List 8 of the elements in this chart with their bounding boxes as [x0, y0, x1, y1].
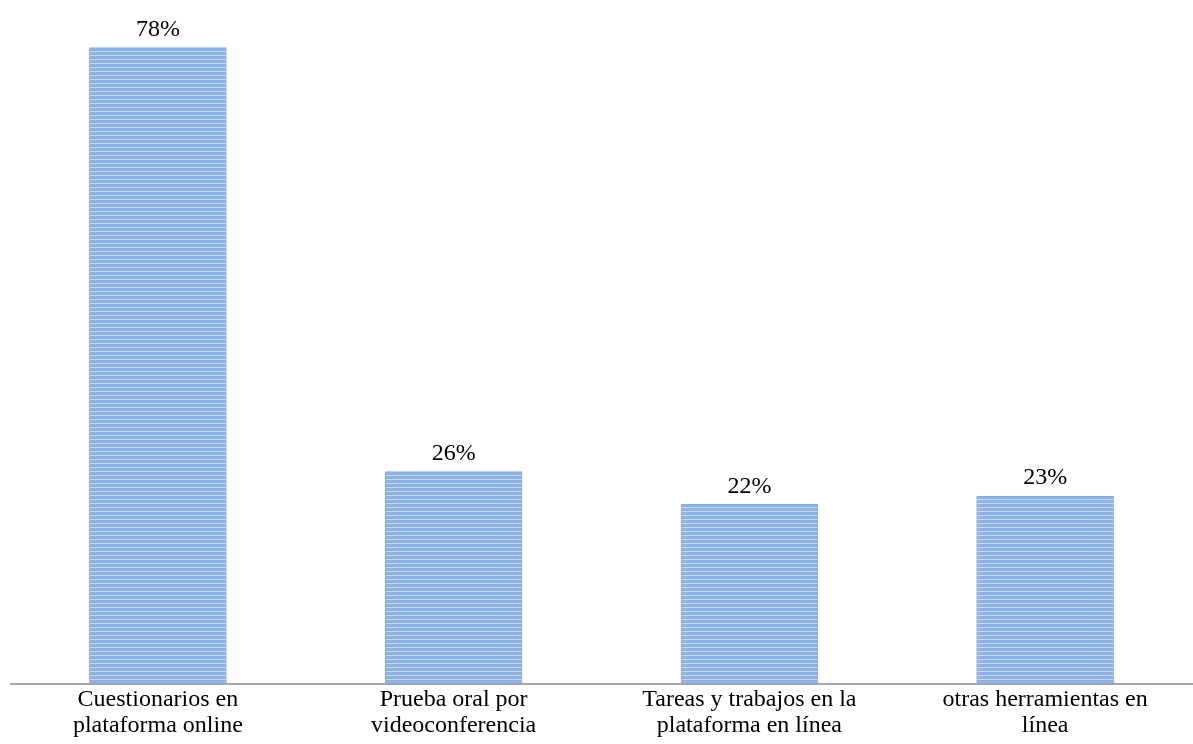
data-label: 78%: [135, 15, 180, 41]
x-tick-label: Prueba oral por videoconferencia: [371, 685, 537, 737]
x-tick-label: otras herramientas en línea: [942, 685, 1148, 737]
x-tick-label: Tareas y trabajos en la plataforma en línea: [642, 685, 857, 737]
data-label: 26%: [431, 439, 476, 465]
data-label: 22%: [727, 471, 772, 498]
x-tick-label: Cuestionarios en plataforma online: [72, 685, 243, 737]
data-label: 23%: [1023, 463, 1068, 490]
